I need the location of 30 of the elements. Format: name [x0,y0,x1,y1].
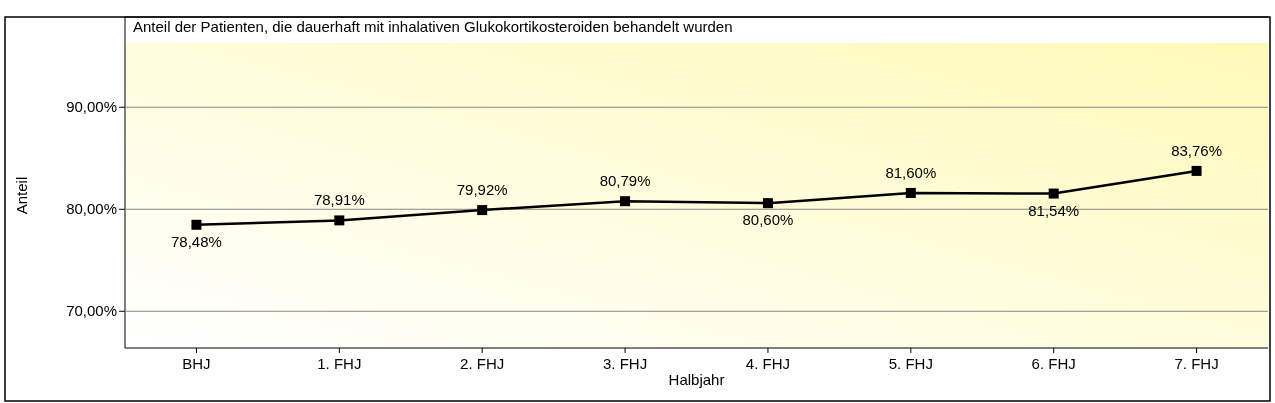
x-tick-label: 4. FHJ [745,355,791,372]
chart-title: Anteil der Patienten, die dauerhaft mit inhalativen Glukokortikosteroiden behandelt wurden [133,18,733,35]
x-tick-label: 3. FHJ [602,355,648,372]
point [334,215,345,226]
x-tick-label: BHJ [182,355,211,372]
data-label: 81,60% [885,163,937,181]
x-tick-label: 5. FHJ [888,355,933,372]
point [191,219,202,230]
point [905,187,916,198]
x-tick-label: 7. FHJ [1174,355,1219,372]
x-tick-label: 6. FHJ [1031,355,1076,372]
point [1191,165,1202,176]
y-axis-title: Anteil [13,176,30,215]
data-label: 83,76% [1171,141,1222,159]
x-axis-title: Halbjahr [668,371,725,388]
data-label: 80,60% [742,211,794,229]
point [1048,188,1059,199]
y-tick-label: 80,00% [66,200,117,218]
data-label: 80,79% [599,172,651,190]
data-label: 78,48% [171,232,222,250]
x-tick-label: 2. FHJ [460,355,505,372]
point [762,198,773,209]
data-label: 81,54% [1028,201,1080,219]
y-tick-label: 70,00% [66,302,117,320]
data-label: 78,91% [313,191,365,209]
point [620,196,631,207]
x-tick-label: 1. FHJ [317,355,362,372]
point [477,205,488,216]
data-label: 79,92% [456,181,508,199]
y-tick-label: 90,00% [66,98,117,116]
